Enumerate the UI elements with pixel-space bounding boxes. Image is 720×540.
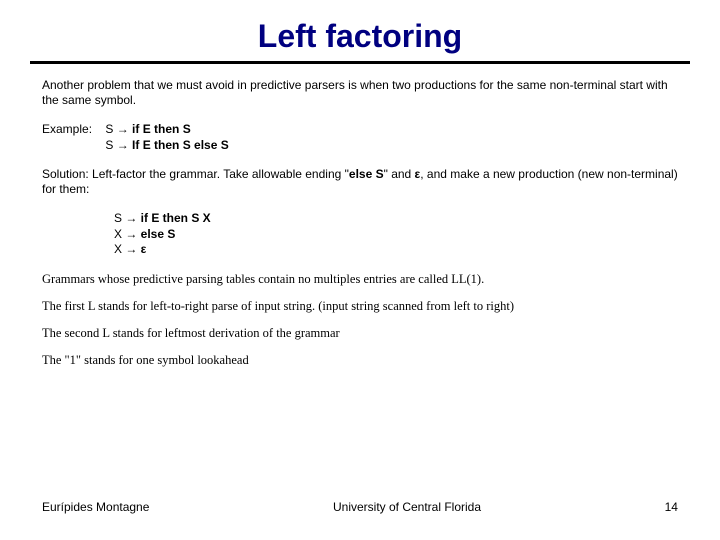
- ll1-line-4: The "1" stands for one symbol lookahead: [42, 353, 678, 368]
- example-block: Example: S → if E then S S → If E then S…: [42, 122, 678, 153]
- solution-text-b: " and: [384, 167, 415, 181]
- prod-body: If E then S else S: [132, 138, 229, 152]
- solution-line-3: X → ε: [114, 242, 678, 258]
- prod-body: if E then S: [132, 122, 191, 136]
- ll1-line-3: The second L stands for leftmost derivat…: [42, 326, 678, 341]
- example-productions: S → if E then S S → If E then S else S: [105, 122, 228, 153]
- ll1-line-2: The first L stands for left-to-right par…: [42, 299, 678, 314]
- prod-prefix: X →: [114, 227, 141, 241]
- prod-body: if E then S X: [141, 211, 211, 225]
- solution-text-a: Solution: Left-factor the grammar. Take …: [42, 167, 349, 181]
- prod-prefix: S →: [105, 138, 132, 152]
- solution-line-2: X → else S: [114, 227, 678, 243]
- prod-body: else S: [141, 227, 176, 241]
- solution-productions: S → if E then S X X → else S X → ε: [114, 211, 678, 258]
- solution-paragraph: Solution: Left-factor the grammar. Take …: [42, 167, 678, 197]
- prod-prefix: X →: [114, 242, 141, 256]
- intro-paragraph: Another problem that we must avoid in pr…: [42, 78, 678, 108]
- example-line-2: S → If E then S else S: [105, 138, 228, 154]
- slide-footer: Eurípides Montagne University of Central…: [0, 500, 720, 514]
- prod-prefix: S →: [114, 211, 141, 225]
- ll1-line-1: Grammars whose predictive parsing tables…: [42, 272, 678, 287]
- slide-content: Another problem that we must avoid in pr…: [0, 78, 720, 368]
- title-underline: [30, 61, 690, 64]
- solution-line-1: S → if E then S X: [114, 211, 678, 227]
- prod-prefix: S →: [105, 122, 132, 136]
- solution-bold-a: else S: [349, 167, 384, 181]
- footer-author: Eurípides Montagne: [42, 500, 149, 514]
- footer-affiliation: University of Central Florida: [333, 500, 481, 514]
- example-label: Example:: [42, 122, 92, 136]
- ll1-explanation: Grammars whose predictive parsing tables…: [42, 272, 678, 368]
- prod-body: ε: [141, 242, 147, 256]
- page-title: Left factoring: [0, 0, 720, 61]
- footer-page-number: 14: [665, 500, 678, 514]
- example-line-1: S → if E then S: [105, 122, 228, 138]
